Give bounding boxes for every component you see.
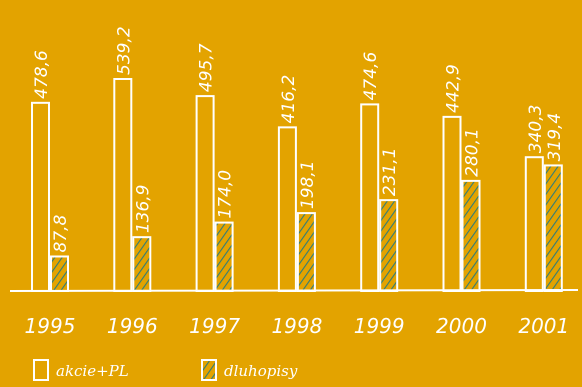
bar-dluhopisy-1998 bbox=[296, 212, 316, 292]
bar-dluhopisy-1997 bbox=[214, 221, 234, 292]
bar-dluhopisy-1996 bbox=[132, 236, 152, 292]
bar-dluhopisy-2000 bbox=[461, 179, 481, 292]
value-label-dluhopisy-1998: 198,1 bbox=[298, 160, 318, 209]
value-label-akcie-2001: 340,3 bbox=[526, 105, 546, 154]
value-label-akcie-1998: 416,2 bbox=[279, 75, 299, 124]
x-tick-label-1997: 1997 bbox=[189, 314, 240, 338]
value-label-dluhopisy-2001: 319,4 bbox=[545, 113, 565, 162]
bar-dluhopisy-2001 bbox=[543, 164, 563, 292]
bar-akcie-2001 bbox=[524, 156, 544, 292]
x-tick-label-1996: 1996 bbox=[107, 314, 158, 338]
legend-label-dluhopisy: dluhopisy bbox=[224, 362, 298, 380]
x-tick-label-2000: 2000 bbox=[436, 314, 487, 338]
x-tick-label-1995: 1995 bbox=[25, 314, 76, 338]
value-label-dluhopisy-1995: 87,8 bbox=[51, 214, 71, 252]
year-labels-layer: 1995 1996 1997 1998 1999 2000 2001 bbox=[25, 314, 570, 338]
bar-akcie-2000 bbox=[442, 115, 462, 292]
value-label-dluhopisy-1996: 136,9 bbox=[133, 185, 153, 234]
bar-dluhopisy-1995 bbox=[50, 255, 69, 292]
value-labels-layer: 478,6 87,8 539,2 136,9 495,7 174,0 416,2 198,1 4… bbox=[32, 26, 565, 252]
bar-akcie-1999 bbox=[360, 103, 380, 292]
x-tick-label-1999: 1999 bbox=[354, 314, 405, 338]
legend: akcie+PL dluhopisy bbox=[33, 359, 298, 381]
value-label-dluhopisy-1999: 231,1 bbox=[380, 147, 400, 196]
bar-dluhopisy-1999 bbox=[379, 199, 399, 292]
value-label-akcie-2000: 442,9 bbox=[444, 64, 464, 113]
value-label-akcie-1996: 539,2 bbox=[114, 26, 134, 75]
value-label-akcie-1999: 474,6 bbox=[361, 52, 381, 101]
x-tick-label-2001: 2001 bbox=[518, 314, 569, 338]
bar-akcie-1997 bbox=[195, 95, 215, 292]
legend-swatch-akcie bbox=[33, 359, 49, 381]
value-label-dluhopisy-1997: 174,0 bbox=[216, 170, 236, 219]
bar-akcie-1996 bbox=[113, 78, 133, 292]
bar-akcie-1995 bbox=[31, 101, 50, 292]
x-axis-baseline bbox=[9, 289, 579, 292]
legend-label-akcie: akcie+PL bbox=[56, 362, 129, 380]
x-tick-label-1998: 1998 bbox=[271, 314, 322, 338]
value-label-dluhopisy-2000: 280,1 bbox=[463, 128, 483, 177]
value-label-akcie-1997: 495,7 bbox=[197, 43, 217, 92]
legend-swatch-dluhopisy bbox=[201, 359, 217, 381]
value-label-akcie-1995: 478,6 bbox=[32, 50, 52, 99]
bar-akcie-1998 bbox=[277, 126, 297, 292]
